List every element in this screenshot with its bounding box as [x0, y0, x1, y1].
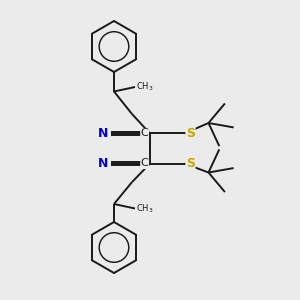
Text: S: S	[186, 157, 195, 170]
Text: S: S	[186, 127, 195, 140]
Text: CH$_3$: CH$_3$	[136, 81, 154, 93]
Text: N: N	[98, 127, 109, 140]
Text: C: C	[141, 128, 148, 139]
Text: C: C	[141, 158, 148, 169]
Text: N: N	[98, 157, 109, 170]
Text: CH$_3$: CH$_3$	[136, 202, 154, 215]
